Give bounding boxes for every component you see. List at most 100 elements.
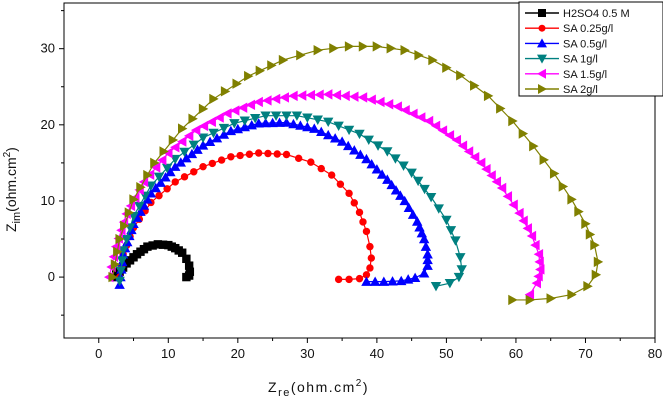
series-sa-2g-l xyxy=(108,41,604,306)
data-point xyxy=(245,150,254,158)
x-tick-label: 10 xyxy=(161,346,175,361)
data-point xyxy=(302,113,313,123)
data-point xyxy=(323,129,334,140)
data-point xyxy=(190,124,201,136)
legend-label: SA 1g/l xyxy=(563,54,598,66)
data-point xyxy=(585,229,596,240)
series-group xyxy=(103,41,604,306)
data-point xyxy=(390,185,402,195)
data-point xyxy=(329,43,339,54)
data-point xyxy=(537,54,547,64)
data-point xyxy=(345,275,353,284)
data-point xyxy=(163,185,171,193)
data-point xyxy=(419,184,430,195)
data-point xyxy=(382,174,393,184)
data-point xyxy=(430,120,441,131)
data-point xyxy=(398,161,409,171)
data-point xyxy=(567,289,577,300)
data-point xyxy=(422,249,433,259)
data-point xyxy=(418,268,430,278)
data-point xyxy=(171,178,179,186)
data-point xyxy=(262,95,272,106)
data-point xyxy=(250,114,261,124)
data-point xyxy=(170,154,181,165)
data-point xyxy=(239,116,250,126)
data-point xyxy=(361,276,372,286)
data-point xyxy=(529,140,539,152)
data-point xyxy=(159,146,169,157)
data-point xyxy=(376,169,388,179)
data-point xyxy=(546,293,556,304)
data-point xyxy=(343,125,355,136)
series-line xyxy=(108,93,541,295)
data-point xyxy=(361,153,372,164)
data-point xyxy=(188,113,198,124)
data-point xyxy=(182,272,191,282)
data-point xyxy=(508,294,518,306)
data-point xyxy=(312,115,323,125)
data-point xyxy=(145,181,157,191)
data-point xyxy=(124,207,135,218)
legend-label: SA 2g/l xyxy=(563,84,598,96)
data-point xyxy=(236,151,244,160)
data-point xyxy=(307,158,315,166)
data-point xyxy=(456,70,466,81)
data-point xyxy=(158,240,168,249)
data-point xyxy=(526,230,537,242)
data-point xyxy=(192,144,203,154)
data-point xyxy=(558,181,569,192)
data-point xyxy=(336,136,348,146)
data-point xyxy=(222,108,232,119)
x-tick-label: 0 xyxy=(95,346,102,361)
data-point xyxy=(184,261,194,270)
data-point xyxy=(456,265,467,275)
data-point xyxy=(288,118,299,129)
data-point xyxy=(160,172,171,182)
data-point xyxy=(362,271,371,279)
data-point xyxy=(278,54,289,66)
data-point xyxy=(220,86,231,97)
x-tick-label: 80 xyxy=(648,346,662,361)
y-tick-label: 20 xyxy=(41,117,55,132)
data-point xyxy=(317,164,325,173)
data-point xyxy=(414,49,424,61)
data-point xyxy=(408,108,418,119)
data-point xyxy=(136,182,146,193)
data-point xyxy=(451,134,462,146)
data-point xyxy=(538,84,547,94)
data-point xyxy=(155,191,163,200)
data-point xyxy=(313,45,323,56)
data-point xyxy=(267,117,278,128)
data-point xyxy=(206,116,216,127)
data-point xyxy=(363,135,374,145)
data-point xyxy=(518,128,529,139)
data-point xyxy=(457,140,468,151)
data-point xyxy=(218,123,230,134)
data-point xyxy=(355,274,364,283)
data-point xyxy=(267,60,277,71)
data-point xyxy=(518,215,528,226)
data-point xyxy=(514,207,524,219)
data-point xyxy=(120,220,130,232)
data-point xyxy=(114,276,125,287)
data-point xyxy=(331,89,342,101)
data-point xyxy=(260,117,271,128)
x-axis-title: Zre(ohm.cm2) xyxy=(268,378,369,399)
data-point xyxy=(273,150,281,158)
data-point xyxy=(214,112,224,123)
data-point xyxy=(355,149,366,159)
data-point xyxy=(245,99,256,111)
data-point xyxy=(396,275,407,286)
data-point xyxy=(524,289,535,300)
data-point xyxy=(253,96,263,108)
data-point xyxy=(142,194,153,204)
data-point xyxy=(412,176,424,187)
data-point xyxy=(463,146,474,157)
data-point xyxy=(469,151,480,163)
data-point xyxy=(366,94,376,105)
data-point xyxy=(483,90,494,102)
data-point xyxy=(157,155,167,166)
data-point xyxy=(186,148,198,159)
data-point xyxy=(121,234,132,245)
